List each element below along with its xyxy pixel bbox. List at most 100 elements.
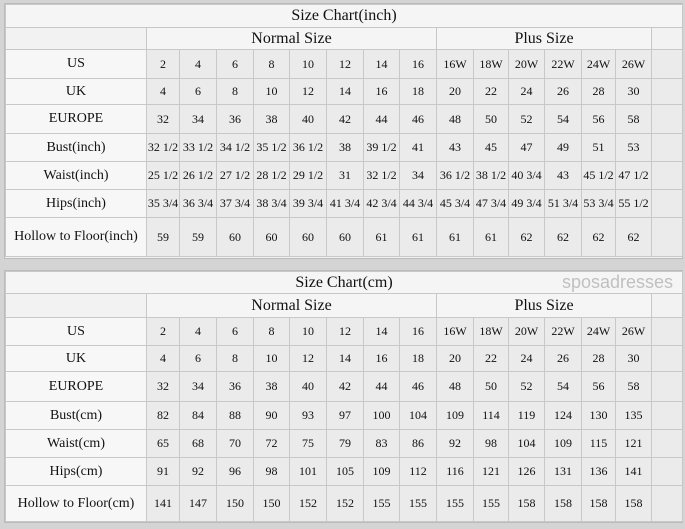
size-value: 114 [473,401,509,430]
size-value: 4 [179,49,217,79]
watermark: sposadresses [561,272,673,292]
size-value: 61 [363,217,400,257]
size-value: 18W [473,49,509,79]
size-value: 28 [581,78,616,105]
size-value: 56 [581,371,616,402]
size-value: 12 [326,317,364,346]
size-value: 59 [179,217,217,257]
size-value: 109 [544,429,582,458]
size-value: 20 [436,345,474,372]
size-value: 158 [615,485,652,522]
row-label: US [5,49,147,79]
size-value: 115 [581,429,616,458]
size-value: 41 [399,133,437,162]
size-value: 18W [473,317,509,346]
size-value: 68 [179,429,217,458]
size-value: 104 [508,429,545,458]
size-value: 38 3/4 [253,189,290,218]
size-value: 141 [146,485,180,522]
normal-size-header: Normal Size [146,27,437,50]
size-value: 116 [436,457,474,486]
size-value: 86 [399,429,437,458]
size-value: 38 1/2 [473,161,509,190]
empty-cell [650,371,684,402]
size-value: 10 [289,49,327,79]
empty-cell [650,49,684,79]
size-value: 130 [581,401,616,430]
size-value: 42 [326,371,364,402]
size-value: 35 3/4 [146,189,180,218]
size-value: 152 [289,485,327,522]
size-value: 109 [363,457,400,486]
size-value: 36 [216,104,254,134]
size-value: 55 1/2 [615,189,652,218]
size-value: 8 [253,317,290,346]
size-value: 58 [615,371,652,402]
table-row: US 2 4 6 8 10 12 14 16 16W 18W 20W 22W 24W 26W [5,49,684,79]
size-value: 98 [253,457,290,486]
size-value: 158 [508,485,545,522]
size-value: 35 1/2 [253,133,290,162]
row-label: UK [5,345,147,372]
size-value: 6 [179,78,217,105]
plus-size-header: Plus Size [436,293,652,318]
size-value: 4 [146,78,180,105]
empty-cell [650,317,684,346]
size-value: 60 [289,217,327,257]
table-row: Hollow to Floor(inch) 59 59 60 60 60 60 61 61 61 6… [5,217,684,257]
size-value: 147 [179,485,217,522]
size-value: 61 [436,217,474,257]
size-value: 150 [216,485,254,522]
size-value: 112 [399,457,437,486]
size-value: 22 [473,78,509,105]
table-row: UK 4 6 8 10 12 14 16 18 20 22 24 26 28 30 [5,78,684,105]
size-value: 10 [289,317,327,346]
table-row: Hollow to Floor(cm) 141 147 150 150 152 152 155… [5,485,684,522]
size-value: 4 [179,317,217,346]
size-value: 16 [363,345,400,372]
size-value: 119 [508,401,545,430]
size-value: 70 [216,429,254,458]
size-value: 20W [508,317,545,346]
size-value: 43 [544,161,582,190]
size-value: 8 [216,345,254,372]
row-label: Hollow to Floor(cm) [5,485,147,522]
size-value: 92 [436,429,474,458]
size-value: 155 [363,485,400,522]
size-value: 31 [326,161,364,190]
size-value: 59 [146,217,180,257]
size-value: 93 [289,401,327,430]
size-value: 14 [363,317,400,346]
size-value: 54 [544,104,582,134]
size-value: 24W [581,317,616,346]
size-value: 49 [544,133,582,162]
size-value: 51 3/4 [544,189,582,218]
size-value: 12 [289,345,327,372]
size-value: 45 1/2 [581,161,616,190]
size-value: 24 [508,345,545,372]
table-row: EUROPE 32 34 36 38 40 42 44 46 48 50 52 54 56 58 [5,371,684,402]
size-value: 16 [399,317,437,346]
size-value: 32 [146,104,180,134]
size-value: 20 [436,78,474,105]
size-value: 75 [289,429,327,458]
size-value: 41 3/4 [326,189,364,218]
size-value: 28 [581,345,616,372]
size-value: 6 [216,317,254,346]
size-value: 60 [216,217,254,257]
size-value: 22W [544,49,582,79]
size-value: 136 [581,457,616,486]
corner-cell [5,27,147,50]
size-value: 39 1/2 [363,133,400,162]
size-value: 135 [615,401,652,430]
size-value: 16 [363,78,400,105]
size-value: 121 [473,457,509,486]
size-value: 36 1/2 [289,133,327,162]
row-label: Bust(cm) [5,401,147,430]
size-value: 18 [399,78,437,105]
size-value: 2 [146,317,180,346]
size-value: 91 [146,457,180,486]
size-value: 158 [581,485,616,522]
size-value: 36 [216,371,254,402]
size-value: 49 3/4 [508,189,545,218]
